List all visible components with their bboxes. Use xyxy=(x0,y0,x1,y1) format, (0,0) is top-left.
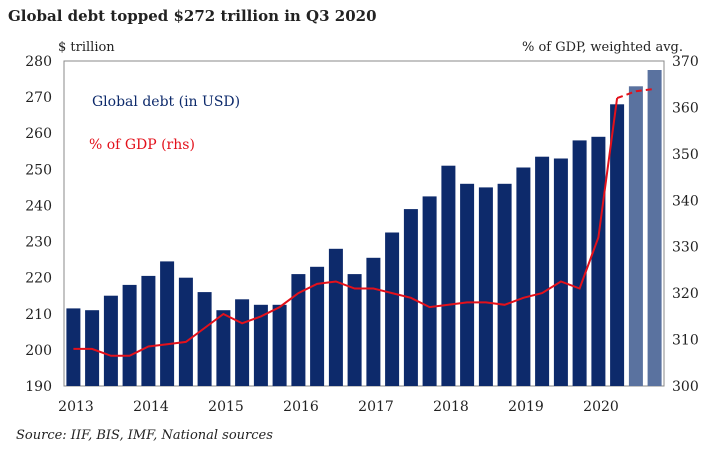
x-tick-label: 2013 xyxy=(58,399,94,415)
y-left-tick-label: 210 xyxy=(25,307,52,323)
x-tick-label: 2020 xyxy=(583,399,619,415)
debt-bar xyxy=(441,165,456,386)
x-tick-label: 2018 xyxy=(433,399,469,415)
y-right-tick-label: 320 xyxy=(672,286,699,302)
x-tick-label: 2014 xyxy=(133,399,169,415)
debt-bar xyxy=(253,304,268,387)
y-right-axis-label: % of GDP, weighted avg. xyxy=(521,40,683,55)
debt-bar xyxy=(197,292,212,386)
y-right-tick-label: 350 xyxy=(672,147,699,163)
y-right-tick-label: 310 xyxy=(672,333,699,349)
x-tick-label: 2015 xyxy=(208,399,244,415)
debt-bar xyxy=(310,266,325,386)
debt-bar xyxy=(160,261,175,386)
y-right-tick-label: 360 xyxy=(672,100,699,116)
debt-bar xyxy=(516,167,531,386)
debt-bar xyxy=(422,196,437,386)
debt-bar xyxy=(122,284,137,386)
debt-bar xyxy=(497,183,512,386)
line-group xyxy=(73,87,655,357)
legend-debt-label: Global debt (in USD) xyxy=(92,94,240,110)
debt-bar xyxy=(535,156,550,386)
debt-bar xyxy=(103,295,118,386)
y-left-tick-label: 260 xyxy=(25,126,52,142)
y-left-tick-label: 280 xyxy=(25,54,52,70)
y-right-tick-label: 370 xyxy=(672,54,699,70)
y-left-tick-label: 200 xyxy=(25,343,52,359)
debt-bar xyxy=(141,275,156,386)
debt-bar xyxy=(235,299,250,386)
ticks-group: 190 200 210 220 230 240 250 260 270 280 300 310 320 3… xyxy=(25,54,698,415)
y-left-axis-label: $ trillion xyxy=(58,40,115,55)
debt-bar xyxy=(572,140,587,386)
y-right-tick-label: 340 xyxy=(672,193,699,209)
y-left-tick-label: 220 xyxy=(25,271,52,287)
debt-bar xyxy=(478,187,493,386)
debt-bar xyxy=(366,257,381,386)
y-left-tick-label: 270 xyxy=(25,90,52,106)
chart-title: Global debt topped $272 trillion in Q3 2… xyxy=(8,7,377,25)
y-right-tick-label: 300 xyxy=(672,379,699,395)
y-right-tick-label: 330 xyxy=(672,240,699,256)
debt-bar xyxy=(328,248,343,386)
y-left-tick-label: 240 xyxy=(25,198,52,214)
plot-frame xyxy=(63,60,665,387)
debt-bar xyxy=(291,274,306,386)
debt-bar xyxy=(460,183,475,386)
debt-bar xyxy=(216,310,231,386)
x-tick-label: 2019 xyxy=(508,399,544,415)
gdp-line xyxy=(73,97,619,357)
y-left-tick-label: 230 xyxy=(25,235,52,251)
debt-bar xyxy=(591,136,606,386)
y-left-tick-label: 250 xyxy=(25,162,52,178)
debt-bar xyxy=(178,277,193,386)
debt-bar xyxy=(272,304,287,387)
debt-bar xyxy=(628,86,643,387)
debt-bar xyxy=(610,104,625,387)
debt-bar xyxy=(647,70,662,386)
gdp-line-estimate xyxy=(616,87,655,100)
debt-bar xyxy=(347,274,362,386)
x-tick-label: 2016 xyxy=(283,399,319,415)
debt-bar xyxy=(385,232,400,386)
source-note: Source: IIF, BIS, IMF, National sources xyxy=(16,428,273,443)
bars-group xyxy=(66,70,662,387)
y-left-tick-label: 190 xyxy=(25,379,52,395)
legend-gdp-label: % of GDP (rhs) xyxy=(89,137,195,153)
debt-bar xyxy=(66,308,81,386)
debt-bar xyxy=(553,158,568,386)
x-tick-label: 2017 xyxy=(358,399,394,415)
